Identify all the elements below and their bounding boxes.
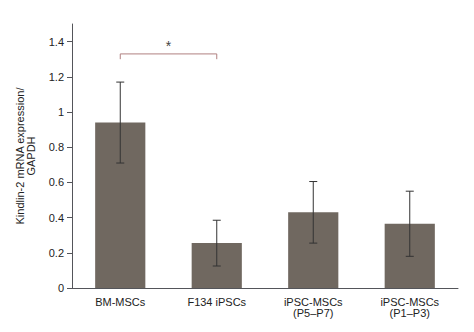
svg-text:*: * — [166, 38, 172, 54]
svg-text:0.8: 0.8 — [49, 141, 64, 153]
svg-text:iPSC-MSCs: iPSC-MSCs — [380, 295, 440, 308]
svg-text:Kindlin-2 mRNA expression/: Kindlin-2 mRNA expression/ — [13, 87, 26, 225]
svg-text:1.4: 1.4 — [49, 36, 64, 48]
svg-text:0.4: 0.4 — [49, 212, 64, 224]
svg-text:BM-MSCs: BM-MSCs — [95, 296, 146, 308]
svg-text:(P1–P3): (P1–P3) — [390, 307, 430, 319]
svg-text:1.2: 1.2 — [49, 71, 64, 83]
svg-text:0: 0 — [58, 282, 64, 294]
svg-text:GAPDH: GAPDH — [25, 136, 37, 175]
svg-text:0.2: 0.2 — [49, 247, 64, 259]
svg-text:(P5–P7): (P5–P7) — [293, 307, 333, 319]
svg-text:1: 1 — [58, 106, 64, 118]
svg-text:iPSC-MSCs: iPSC-MSCs — [283, 295, 343, 308]
svg-text:F134 iPSCs: F134 iPSCs — [187, 296, 246, 308]
svg-text:0.6: 0.6 — [49, 176, 64, 188]
